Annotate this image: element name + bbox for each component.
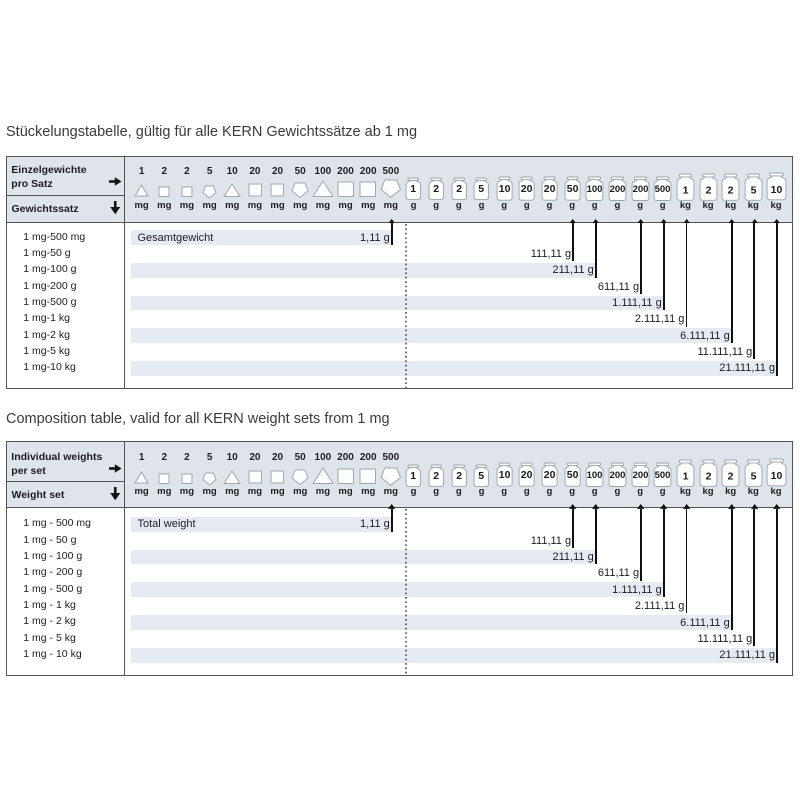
svg-text:10: 10	[770, 185, 782, 196]
svg-text:200: 200	[609, 470, 625, 481]
svg-text:1: 1	[410, 471, 416, 482]
svg-text:20: 20	[521, 184, 533, 195]
svg-text:5: 5	[750, 471, 756, 482]
svg-text:2: 2	[705, 471, 711, 482]
svg-text:50: 50	[566, 184, 578, 195]
svg-text:10: 10	[498, 184, 510, 195]
svg-text:1: 1	[682, 185, 688, 196]
svg-text:1: 1	[410, 185, 416, 196]
svg-text:20: 20	[544, 470, 556, 481]
svg-text:2: 2	[433, 185, 439, 196]
svg-text:2: 2	[456, 471, 462, 482]
svg-text:10: 10	[498, 470, 510, 481]
svg-text:2: 2	[728, 185, 734, 196]
svg-text:2: 2	[456, 185, 462, 196]
svg-text:2: 2	[705, 185, 711, 196]
svg-text:5: 5	[478, 185, 484, 196]
svg-text:20: 20	[521, 470, 533, 481]
svg-text:100: 100	[587, 470, 603, 481]
svg-text:500: 500	[655, 184, 671, 195]
svg-text:50: 50	[566, 470, 578, 481]
svg-text:20: 20	[544, 184, 556, 195]
svg-text:200: 200	[632, 470, 648, 481]
svg-text:10: 10	[770, 471, 782, 482]
svg-text:1: 1	[682, 471, 688, 482]
svg-text:200: 200	[632, 184, 648, 195]
svg-text:5: 5	[750, 185, 756, 196]
svg-text:200: 200	[609, 184, 625, 195]
svg-text:5: 5	[478, 471, 484, 482]
svg-text:100: 100	[587, 184, 603, 195]
svg-text:2: 2	[433, 471, 439, 482]
svg-text:2: 2	[728, 471, 734, 482]
svg-text:500: 500	[655, 470, 671, 481]
